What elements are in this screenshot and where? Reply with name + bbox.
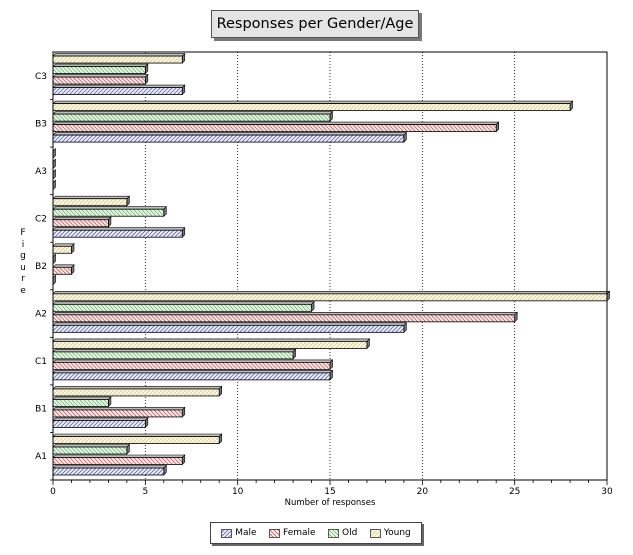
y-tick-label: A1 — [35, 452, 47, 462]
bar-A2-old — [52, 301, 315, 313]
bar-B3-young — [52, 100, 574, 112]
x-tick-label: 10 — [232, 487, 244, 497]
bar-C2-old — [52, 205, 168, 217]
legend-swatch — [221, 528, 233, 538]
legend-label: Male — [235, 528, 257, 538]
y-tick-label: C2 — [35, 214, 47, 224]
x-tick-label: 15 — [324, 487, 335, 497]
bar-B3-male — [52, 131, 408, 143]
bar-C2-young — [52, 195, 131, 207]
bar-A1-old — [52, 443, 131, 455]
bar-B2-young — [52, 243, 75, 255]
bar-C2-male — [52, 226, 186, 238]
legend-item-male: Male — [221, 528, 257, 538]
bar-C3-old — [52, 63, 149, 75]
bar-A1-young — [52, 433, 223, 445]
bar-C1-female — [52, 359, 334, 371]
bar-B2-female — [52, 264, 75, 276]
bar-B3-old — [52, 110, 334, 122]
legend-label: Female — [283, 528, 316, 538]
y-tick-label: B3 — [35, 119, 47, 129]
legend-swatch — [369, 528, 381, 538]
bar-A2-male — [52, 322, 408, 334]
bar-B1-young — [52, 385, 223, 397]
bar-C2-female — [52, 216, 112, 228]
bar-C1-young — [52, 338, 371, 350]
y-tick-label: B2 — [35, 262, 47, 272]
y-tick-label: C1 — [35, 357, 47, 367]
legend-item-female: Female — [269, 528, 316, 538]
bar-B1-old — [52, 396, 112, 408]
bar-C3-young — [52, 52, 186, 64]
x-tick-label: 20 — [417, 487, 429, 497]
y-tick-label: C3 — [35, 72, 47, 82]
bar-C1-old — [52, 348, 297, 360]
legend-item-old: Old — [328, 528, 357, 538]
x-tick-label: 0 — [50, 487, 56, 497]
legend-label: Old — [342, 528, 358, 538]
bar-A2-young — [52, 290, 611, 302]
x-tick-label: 5 — [142, 487, 148, 497]
legend-label: Young — [383, 528, 411, 538]
bar-A1-male — [52, 464, 168, 476]
y-tick-label: A2 — [35, 310, 47, 320]
chart-title: Responses per Gender/Age — [216, 16, 414, 32]
x-axis-label: Number of responses — [284, 498, 376, 508]
bar-C1-male — [52, 369, 334, 381]
bar-B3-female — [52, 121, 500, 133]
bar-A2-female — [52, 311, 518, 323]
legend-item-young: Young — [369, 528, 411, 538]
bar-C3-male — [52, 84, 186, 96]
bar-B1-male — [52, 417, 149, 429]
bar-A1-female — [52, 454, 186, 466]
y-tick-label: B1 — [35, 405, 47, 415]
legend-swatch — [269, 528, 280, 538]
bar-C3-female — [52, 73, 149, 85]
chart-title-box: Responses per Gender/Age — [211, 10, 419, 38]
legend-swatch — [328, 528, 339, 538]
bar-B1-female — [52, 406, 186, 418]
x-tick-label: 25 — [509, 487, 520, 497]
bar-B2-old — [52, 253, 56, 265]
y-tick-label: A3 — [35, 167, 47, 177]
legend: Male Female Old Young — [210, 522, 422, 544]
x-tick-label: 30 — [601, 487, 613, 497]
bar-A3-female — [52, 168, 56, 180]
